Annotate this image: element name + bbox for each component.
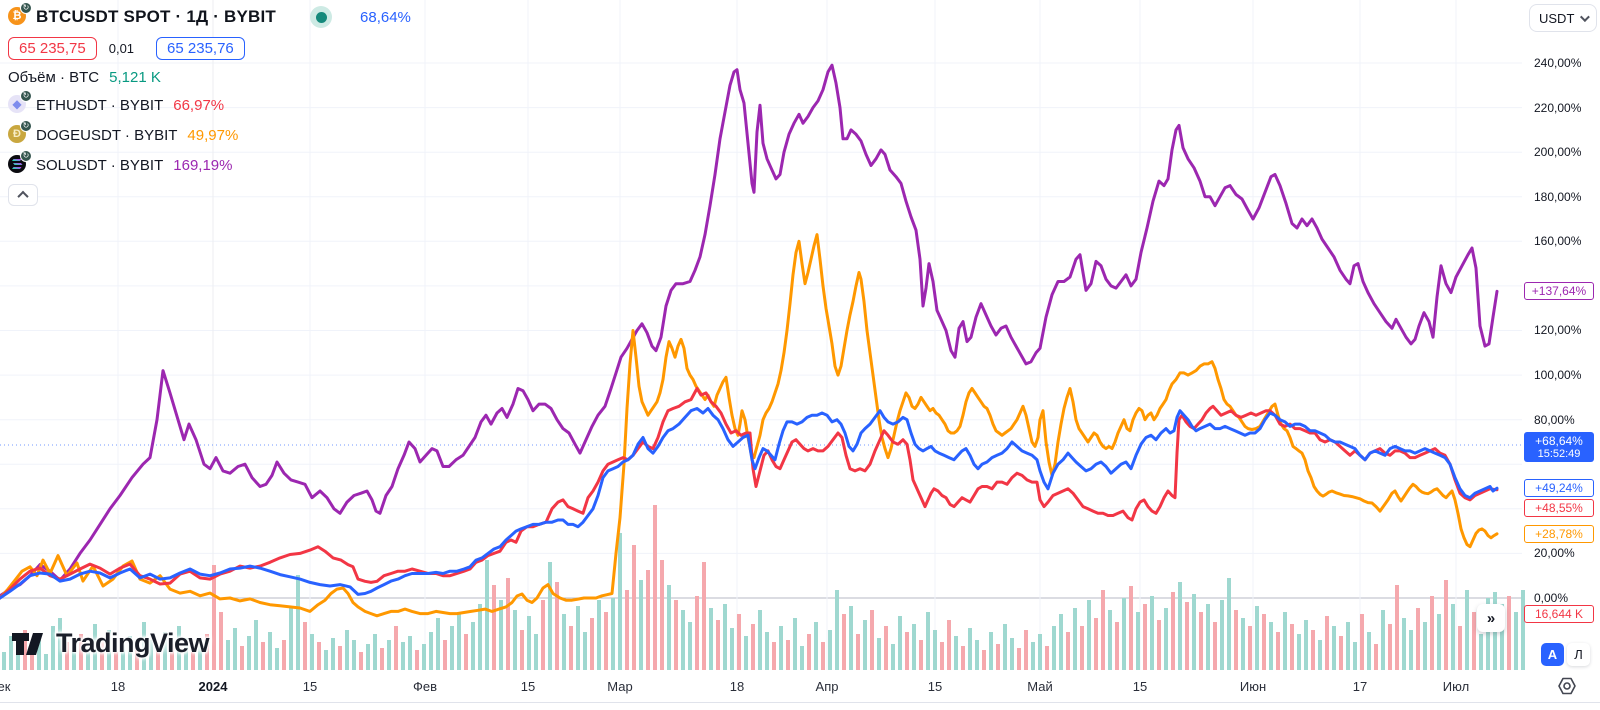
volume-label: Объём · BTC (8, 68, 100, 86)
price-axis-tick[interactable]: 240,00% (1534, 55, 1582, 70)
compare-symbol-label: DOGEUSDT · BYBIT (36, 126, 178, 144)
doge-last-value[interactable]: +28,78% (1524, 525, 1594, 543)
time-axis-tick[interactable]: ек (0, 679, 11, 694)
tradingview-logo-icon (12, 632, 43, 655)
btc-last-value[interactable]: +68,64% 15:52:49 (1524, 432, 1594, 462)
price-axis-tick[interactable]: 220,00% (1534, 100, 1582, 115)
time-axis-tick[interactable]: Май (1027, 679, 1053, 694)
currency-selector[interactable]: USDT (1529, 4, 1597, 32)
price-row: 65 235,75 0,01 65 235,76 (8, 34, 411, 62)
ask-price-box[interactable]: 65 235,76 (156, 36, 245, 60)
bottom-border (0, 702, 1600, 703)
provider-badge-icon: ↻ (20, 2, 32, 14)
time-axis-tick[interactable]: 15 (302, 679, 318, 694)
eth-last-value[interactable]: +48,55% (1524, 499, 1594, 517)
time-axis-tick[interactable]: 15 (1132, 679, 1148, 694)
volume-row[interactable]: Объём · BTC 5,121 K (8, 66, 411, 88)
price-axis-tick[interactable]: 80,00% (1534, 412, 1575, 427)
time-axis-tick[interactable]: Фев (412, 679, 438, 694)
time-axis-tick[interactable]: Мар (607, 679, 633, 694)
series-SOLUSDT (0, 63, 1499, 598)
compare-symbol-value: 66,97% (173, 96, 225, 114)
eth-icon: ◆ ↻ (8, 90, 32, 115)
sol-last-value[interactable]: +137,64% (1524, 282, 1594, 300)
compare-symbol-value: 169,19% (173, 156, 233, 174)
price-axis-tick[interactable]: 200,00% (1534, 145, 1582, 160)
time-axis-tick[interactable]: Июн (1239, 679, 1267, 694)
compare-symbol-value: 49,97% (187, 126, 239, 144)
scale-mode-buttons: А Л (1541, 643, 1590, 666)
main-symbol-row[interactable]: ₿ ↻ BTCUSDT SPOT · 1Д · BYBIT 68,64% (8, 2, 411, 30)
price-axis-tick[interactable]: 0,00% (1534, 591, 1569, 605)
volume-last-value[interactable]: 16,644 K (1524, 605, 1594, 623)
compare-symbol-label: SOLUSDT · BYBIT (36, 156, 164, 174)
compare-symbol-label: ETHUSDT · BYBIT (36, 96, 164, 114)
time-axis-tick[interactable]: 18 (110, 679, 126, 694)
doge-icon: Ð ↻ (8, 120, 32, 145)
visibility-dot-icon[interactable] (310, 6, 333, 28)
chevron-down-icon (1579, 11, 1590, 22)
series-DOGEUSDT (0, 233, 1499, 618)
series-BTCUSDT (0, 407, 1499, 600)
btc-icon: ₿ ↻ (8, 2, 32, 27)
compare-row-doge[interactable]: Ð ↻ DOGEUSDT · BYBIT 49,97% (8, 120, 411, 148)
symbol-title[interactable]: BTCUSDT SPOT · 1Д · BYBIT (36, 7, 277, 26)
currency-label: USDT (1539, 10, 1575, 26)
series-ETHUSDT (0, 387, 1499, 600)
provider-badge-icon: ↻ (20, 150, 32, 162)
bid-price-box[interactable]: 65 235,75 (8, 36, 97, 60)
main-change-percent: 68,64% (360, 8, 411, 26)
double-chevron-button[interactable]: » (1477, 604, 1505, 632)
gear-icon[interactable] (1555, 674, 1579, 698)
chart-legend: ₿ ↻ BTCUSDT SPOT · 1Д · BYBIT 68,64% 65 2… (8, 2, 411, 206)
collapse-legend-button[interactable] (8, 184, 38, 206)
sol-icon: ↻ (8, 150, 32, 175)
time-axis-tick[interactable]: 2024 (198, 679, 228, 694)
btc-change-label[interactable]: +49,24% (1524, 479, 1594, 497)
price-axis-tick[interactable]: 100,00% (1534, 368, 1582, 383)
price-axis-tick[interactable]: 180,00% (1534, 189, 1582, 204)
time-axis-tick[interactable]: Июл (1442, 679, 1470, 694)
time-axis-tick[interactable]: Апр (815, 679, 839, 694)
log-scale-button[interactable]: Л (1567, 643, 1590, 666)
price-axis-tick[interactable]: 160,00% (1534, 234, 1582, 249)
tradingview-logo[interactable]: TradingView (10, 628, 210, 659)
price-axis-tick[interactable]: 120,00% (1534, 323, 1582, 338)
price-axis-tick[interactable]: 20,00% (1534, 546, 1575, 561)
time-axis-tick[interactable]: 17 (1352, 679, 1368, 694)
volume-value: 5,121 K (109, 68, 161, 86)
time-axis-tick[interactable]: 15 (927, 679, 943, 694)
spread-value: 0,01 (108, 40, 135, 56)
auto-scale-button[interactable]: А (1541, 643, 1564, 666)
compare-row-eth[interactable]: ◆ ↻ ETHUSDT · BYBIT 66,97% (8, 90, 411, 118)
time-axis-tick[interactable]: 18 (729, 679, 745, 694)
double-chevron-icon: » (1486, 609, 1496, 627)
tradingview-logo-text: TradingView (56, 628, 210, 658)
provider-badge-icon: ↻ (20, 90, 32, 102)
time-axis-tick[interactable]: 15 (520, 679, 536, 694)
compare-row-sol[interactable]: ↻ SOLUSDT · BYBIT 169,19% (8, 150, 411, 178)
provider-badge-icon: ↻ (20, 120, 32, 132)
chevron-up-icon (17, 190, 29, 203)
